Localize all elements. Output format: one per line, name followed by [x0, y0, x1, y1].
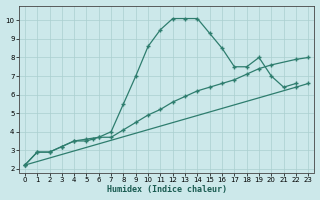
X-axis label: Humidex (Indice chaleur): Humidex (Indice chaleur): [107, 185, 227, 194]
